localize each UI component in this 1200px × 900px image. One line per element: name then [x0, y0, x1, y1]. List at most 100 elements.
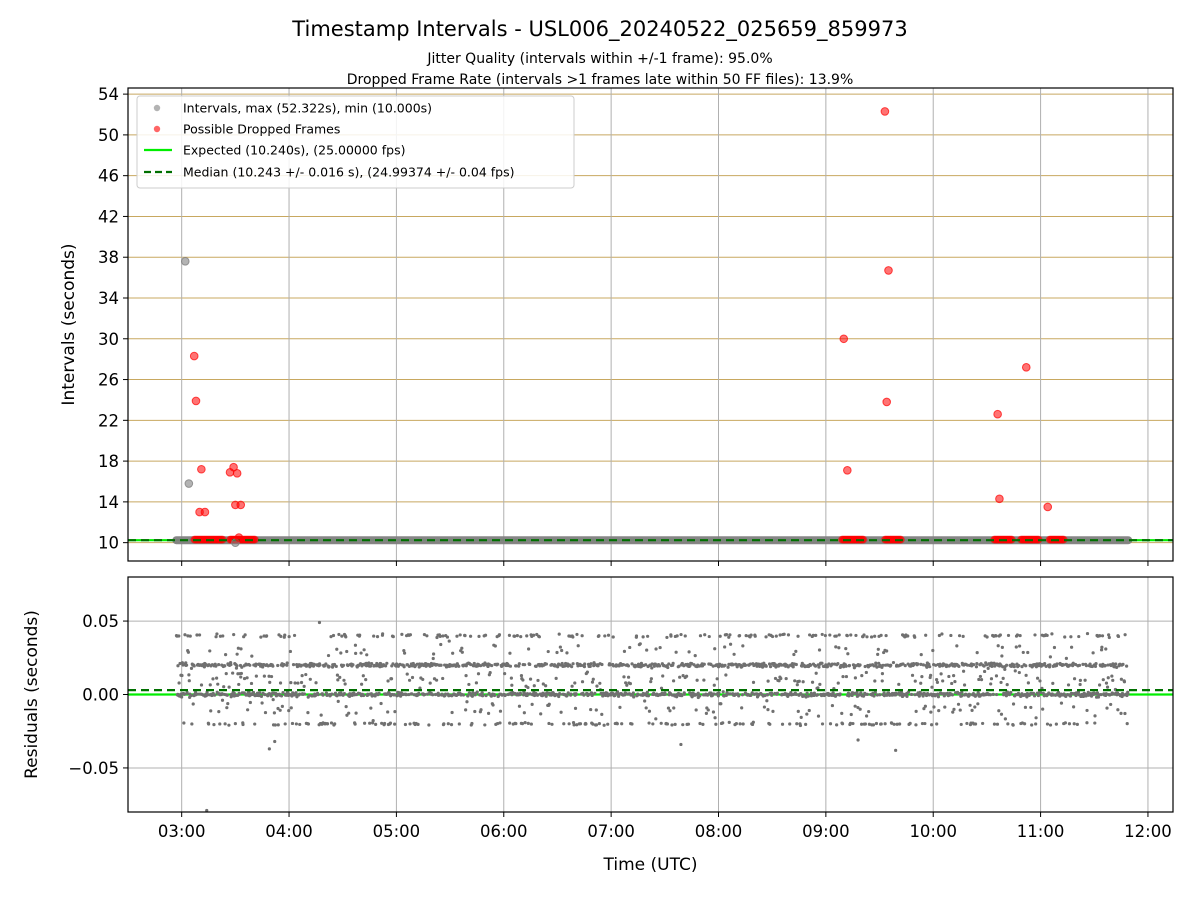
residual-point — [223, 722, 227, 726]
residual-point — [1076, 690, 1081, 694]
residual-point — [329, 635, 333, 639]
residual-point — [177, 634, 181, 638]
residual-point — [716, 694, 720, 698]
residual-point — [767, 662, 772, 666]
dropped-frame-point — [839, 334, 849, 344]
dropped-frame-point — [197, 464, 206, 474]
residual-point — [1034, 716, 1038, 720]
residual-point — [955, 644, 959, 648]
residual-point — [267, 674, 271, 678]
residual-point — [214, 635, 218, 639]
residual-point — [861, 694, 866, 698]
residuals-panel: 0.050.00−0.05 03:00 04:00 05:00 06:00 07:00 0… — [22, 576, 1174, 875]
residual-point — [213, 693, 217, 697]
residual-point — [1106, 676, 1110, 680]
residual-point — [721, 690, 725, 694]
residual-point — [974, 665, 979, 669]
residual-point — [795, 683, 799, 687]
residual-point — [816, 714, 821, 718]
residual-point — [673, 722, 677, 726]
residual-point — [550, 722, 554, 726]
residual-point — [215, 676, 219, 680]
residual-point — [768, 722, 772, 726]
residual-point — [372, 634, 376, 638]
residual-point — [935, 680, 940, 684]
residual-point — [547, 702, 551, 706]
residual-point — [773, 676, 778, 681]
residual-point — [961, 669, 966, 673]
residual-point — [287, 708, 291, 713]
residual-point — [854, 633, 858, 638]
residual-point — [698, 694, 702, 698]
residual-point — [584, 722, 588, 726]
residual-point — [875, 693, 879, 697]
residual-point — [883, 722, 887, 726]
residual-point — [858, 707, 862, 711]
residual-point — [526, 721, 530, 726]
residual-point — [1004, 694, 1008, 698]
residual-point — [1006, 633, 1011, 638]
residual-point — [571, 635, 575, 639]
residual-point — [460, 646, 464, 650]
residual-point — [679, 742, 683, 747]
residual-point — [391, 635, 395, 639]
residual-point — [407, 664, 411, 668]
residual-point — [835, 723, 839, 727]
residual-point — [177, 681, 181, 685]
residual-point — [1063, 635, 1067, 639]
residual-point — [276, 723, 280, 727]
residual-point — [262, 674, 266, 678]
residual-point — [921, 694, 925, 698]
residual-point — [359, 682, 364, 686]
residual-point — [1069, 645, 1074, 649]
residual-point — [913, 693, 917, 697]
residual-point — [1015, 633, 1020, 637]
residual-point — [340, 634, 344, 638]
residual-point — [1083, 678, 1087, 682]
residual-point — [828, 633, 832, 637]
residual-point — [484, 693, 488, 698]
residual-point — [873, 679, 877, 683]
residual-point — [644, 663, 648, 667]
residual-point — [777, 679, 781, 683]
residual-point — [867, 709, 871, 714]
residual-point — [554, 676, 558, 680]
residual-point — [976, 702, 980, 706]
dropped-frame-point — [882, 397, 891, 407]
residual-point — [1032, 694, 1037, 698]
residual-point — [438, 634, 442, 638]
residual-point — [189, 666, 194, 670]
residual-point — [580, 634, 584, 638]
residual-point — [490, 663, 494, 668]
residual-point — [669, 634, 673, 638]
residual-point — [812, 693, 816, 698]
residual-point — [764, 635, 768, 639]
residual-point — [479, 708, 483, 712]
residual-point — [794, 649, 798, 653]
residual-point — [793, 679, 797, 683]
residual-point — [288, 649, 293, 654]
residual-point — [685, 674, 689, 678]
residual-point — [810, 680, 815, 684]
residual-point — [208, 649, 212, 653]
residual-point — [528, 677, 533, 681]
residual-point — [221, 634, 225, 638]
residual-point — [220, 698, 225, 702]
residual-point — [236, 646, 240, 650]
residual-point — [589, 707, 593, 712]
residual-point — [470, 694, 474, 698]
residual-point — [914, 709, 918, 713]
residual-point — [844, 664, 848, 668]
residual-point — [1050, 632, 1054, 636]
residual-point — [496, 662, 500, 666]
residual-point — [1000, 645, 1004, 649]
residual-point — [728, 692, 732, 696]
residual-point — [441, 634, 445, 638]
residual-point — [342, 678, 346, 682]
residual-point — [590, 693, 594, 698]
residual-point — [794, 662, 798, 667]
residual-point — [269, 694, 273, 698]
residual-point — [891, 660, 896, 665]
residuals-y-tick-label: 0.05 — [82, 612, 119, 631]
residual-point — [481, 694, 485, 698]
